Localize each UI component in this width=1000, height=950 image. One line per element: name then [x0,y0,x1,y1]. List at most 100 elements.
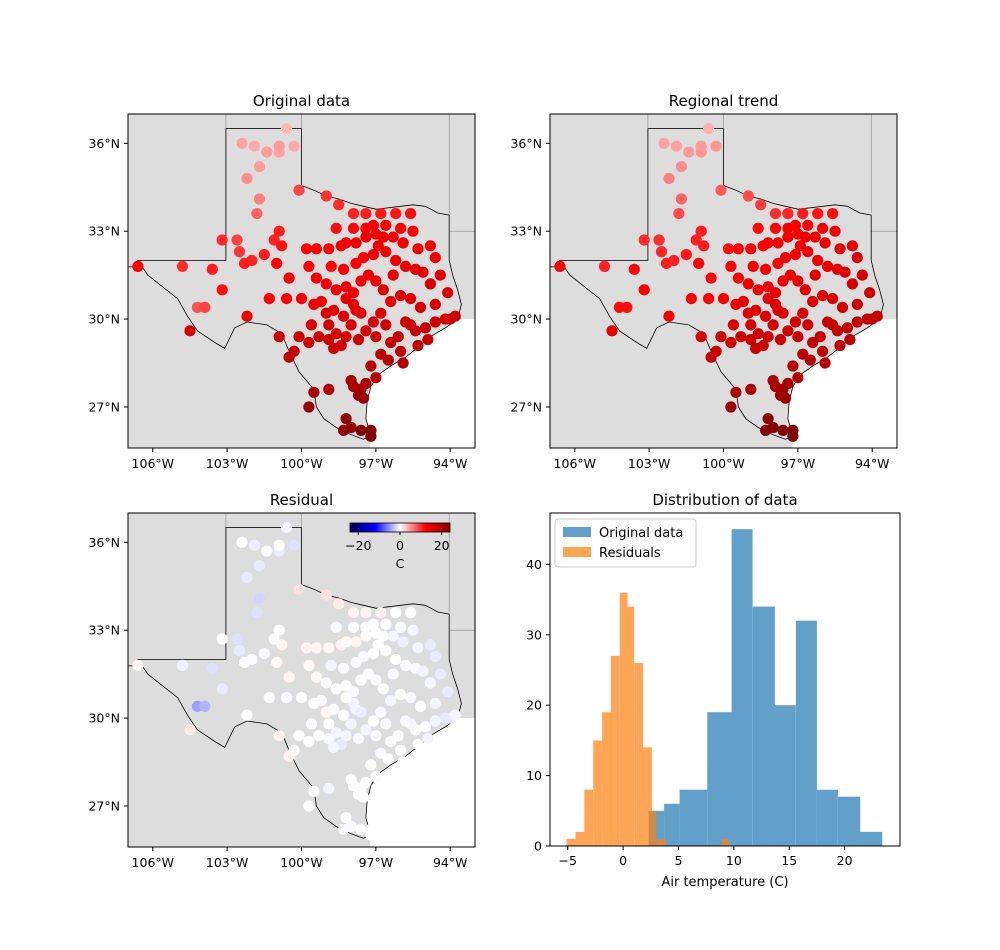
station-point [253,560,265,572]
station-point [380,319,392,331]
station-point [271,257,283,269]
station-point [730,386,742,398]
station-point [745,243,757,255]
station-point [395,744,407,756]
bar-residuals [566,839,576,846]
map-background [128,114,475,448]
station-point [797,348,809,360]
station-point [340,730,352,742]
station-point [273,331,285,343]
station-point [412,642,424,654]
station-point [434,269,446,281]
station-point [628,263,640,275]
station-point [303,401,315,413]
station-point [405,293,417,305]
station-point [717,293,730,305]
station-point [405,692,417,704]
station-point [357,252,370,264]
station-point [789,249,801,261]
bar-original-data [679,789,708,846]
colorbar-tick-label: 0 [396,538,404,553]
x-tick-label: 15 [781,853,797,868]
station-point [320,278,332,290]
station-point [367,316,379,328]
station-point [360,325,372,337]
station-point [380,219,392,231]
station-point [695,331,707,343]
station-point [841,322,853,334]
station-point [320,190,332,202]
colorbar: −20 0 20 C [345,522,451,571]
gulf-water [365,319,475,448]
station-point [385,694,397,707]
station-point [313,331,325,343]
x-axis-ticks: 106°W 103°W 100°W 97°W 94°W [132,448,467,471]
station-point [663,172,675,185]
station-point [176,659,189,671]
station-point [377,683,389,695]
station-point [330,284,342,296]
station-point [792,372,804,384]
distribution-histogram: Distribution of data −5 0 5 10 15 20 0 10 20 30 4… [526,491,901,890]
station-point [295,293,308,305]
station-point [767,375,779,387]
station-point [653,234,665,246]
station-point [851,252,863,264]
station-point [760,424,772,436]
histogram-bars [566,529,883,846]
station-point [375,348,387,360]
x-tick-label: 106°W [132,456,174,471]
station-point [809,231,821,243]
station-point [330,727,342,739]
y-tick-label: 33°N [510,224,542,239]
station-point [663,310,675,322]
y-tick-label: 27°N [88,399,120,414]
station-point [745,383,757,395]
station-point [792,275,804,287]
station-point [439,712,451,724]
station-point [760,310,772,322]
station-point [365,360,377,372]
station-point [367,618,379,630]
station-point [258,648,270,660]
x-axis-ticks: 106°W 103°W 100°W 97°W 94°W [554,448,889,471]
station-point [184,724,196,736]
station-point [387,668,399,680]
station-point [323,319,335,331]
station-point [414,301,427,313]
residual-map: Residual 106°W 103°W 100°W 97°W 94°W 36°N 33°… [88,491,476,870]
station-point [725,260,737,272]
x-tick-label: 100°W [702,456,744,471]
station-point [365,430,377,442]
station-point [281,123,293,135]
station-point [241,310,253,322]
station-point [412,243,424,255]
station-point [606,325,618,337]
station-point [387,269,399,281]
y-axis-ticks: 0 10 20 30 40 [526,557,550,854]
bar-residuals [721,839,730,846]
x-tick-label: 106°W [132,855,174,870]
station-point [405,607,417,619]
station-point [752,328,764,340]
station-point [390,653,402,666]
station-point [817,222,829,234]
station-point [722,243,735,255]
bar-residuals [643,747,652,846]
station-points [132,123,461,442]
station-point [429,252,441,264]
station-point [367,715,379,727]
station-point [387,231,399,243]
station-point [281,522,293,534]
station-point [340,237,352,249]
station-points [554,123,883,442]
gulf-water [787,319,897,448]
station-point [747,260,759,272]
station-point [802,319,814,331]
station-point [132,260,144,272]
bar-residuals [627,606,635,846]
station-point [330,621,342,633]
station-point [424,639,436,651]
station-point [429,651,441,663]
station-point [206,263,218,275]
